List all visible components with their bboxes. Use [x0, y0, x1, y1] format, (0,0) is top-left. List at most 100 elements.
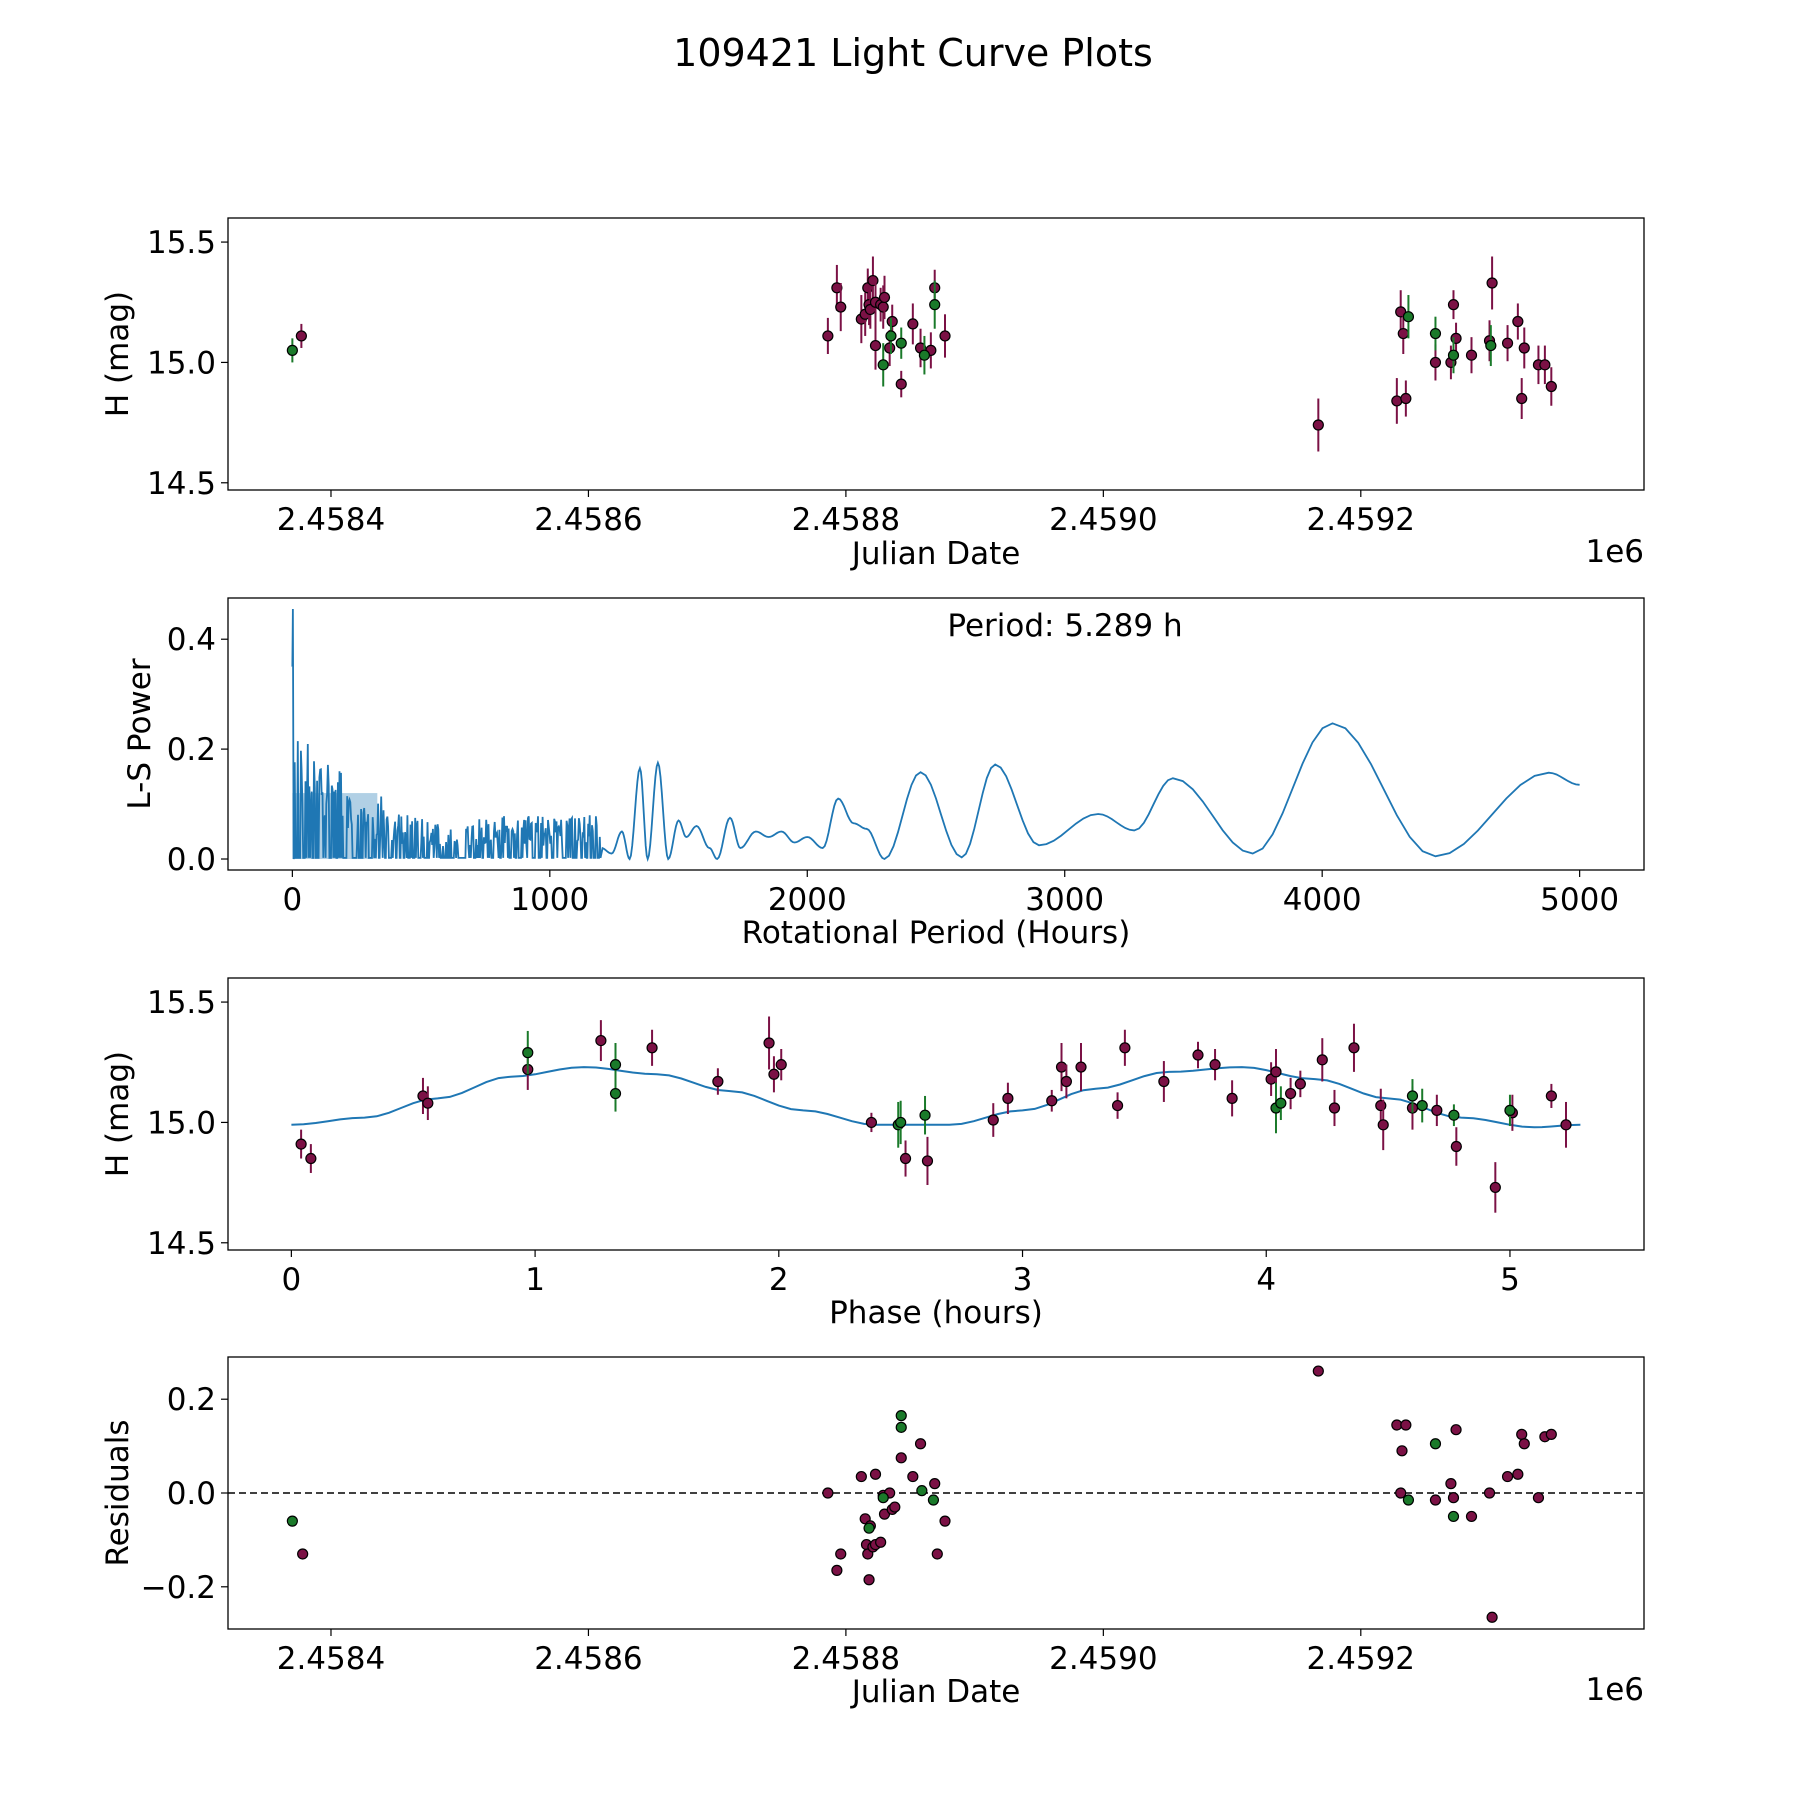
data-point-magenta [1348, 1042, 1360, 1054]
data-point-green [895, 1116, 907, 1129]
data-point-magenta [1516, 392, 1528, 405]
data-point-green [929, 299, 941, 311]
data-point-magenta [1391, 395, 1403, 407]
data-point-magenta [1209, 1059, 1221, 1071]
data-point-magenta [1518, 1438, 1530, 1450]
data-point-green [895, 1410, 907, 1422]
data-point-magenta [295, 1138, 307, 1150]
panel-residuals-xtick-label: 2.4584 [277, 1641, 385, 1677]
data-point-magenta [939, 330, 951, 342]
data-point-magenta [877, 301, 889, 313]
data-point-magenta [1397, 327, 1409, 340]
data-point-green [1504, 1104, 1516, 1116]
data-point-magenta [1560, 1119, 1572, 1131]
data-point-magenta [295, 330, 307, 342]
data-point-magenta [1450, 1424, 1462, 1436]
panel-periodogram-ytick-label: 0.2 [167, 732, 216, 768]
panel-light-curve-ytick-label: 15.0 [147, 345, 216, 381]
data-point-magenta [1501, 1470, 1514, 1483]
data-point-magenta [1429, 1494, 1442, 1506]
data-point-magenta [869, 1468, 882, 1480]
data-point-magenta [1400, 1419, 1412, 1431]
data-point-magenta [1158, 1075, 1170, 1088]
data-point-magenta [1445, 1478, 1457, 1490]
data-point-magenta [987, 1114, 999, 1126]
panel-periodogram-ytick-label: 0.4 [167, 622, 216, 658]
data-point-magenta [1501, 337, 1514, 349]
data-point-magenta [835, 1548, 847, 1560]
data-point-magenta [1377, 1119, 1389, 1131]
data-point-magenta [1429, 356, 1442, 369]
panel-periodogram-marks [291, 608, 1580, 863]
panel-residuals-ytick-label: −0.2 [141, 1570, 216, 1606]
data-point-green [895, 337, 907, 349]
data-point-magenta [822, 330, 834, 342]
data-point-magenta [878, 291, 891, 304]
data-point-magenta [1512, 315, 1524, 328]
model-fit-curve [291, 1066, 1581, 1129]
data-point-green [877, 1492, 889, 1504]
data-point-green [286, 344, 298, 356]
panel-phase-folded-ytick-label: 14.5 [147, 1226, 216, 1262]
data-point-magenta [1512, 1468, 1524, 1480]
data-point-green [1429, 1438, 1442, 1450]
panel-light-curve-marks [286, 256, 1557, 452]
data-point-magenta [1465, 349, 1478, 361]
panel-phase-folded-frame [227, 977, 1645, 1251]
data-point-magenta [1450, 1140, 1462, 1153]
data-point-magenta [1312, 419, 1324, 431]
panel-phase-folded-xtick-label: 1 [525, 1262, 545, 1298]
panel-phase-folded: 0 1 2 3 4 5 14.5 15.0 15.5 Phase (hours) H (mag) [100, 977, 1645, 1331]
data-point-magenta [1375, 1099, 1387, 1112]
data-point-green [885, 330, 897, 342]
data-point-magenta [1055, 1061, 1068, 1073]
panel-light-curve: 2.4584 2.4586 2.4588 2.4590 2.4592 14.5 15.0 15… [100, 217, 1645, 572]
panel-periodogram-xlabel: Rotational Period (Hours) [742, 915, 1131, 951]
data-point-magenta [929, 1478, 941, 1490]
data-point-green [609, 1087, 622, 1100]
panel-phase-folded-ytick-label: 15.5 [147, 985, 216, 1021]
data-point-magenta [855, 1470, 867, 1483]
data-point-magenta [1545, 1428, 1557, 1440]
data-point-magenta [1431, 1104, 1443, 1116]
panel-residuals-xlabel: Julian Date [850, 1674, 1021, 1710]
data-point-magenta [1532, 1492, 1545, 1504]
data-point-magenta [889, 1501, 901, 1513]
data-point-magenta [939, 1515, 951, 1527]
panel-residuals-ylabel: Residuals [100, 1419, 136, 1566]
data-point-green [1447, 1510, 1460, 1523]
data-point-magenta [305, 1152, 317, 1165]
data-point-green [1448, 1109, 1460, 1121]
panel-phase-folded-xtick-label: 0 [281, 1262, 301, 1298]
panel-light-curve-ytick-label: 15.5 [147, 225, 216, 261]
periodogram-line [291, 608, 1580, 863]
data-point-magenta [1328, 1102, 1341, 1114]
data-point-magenta [831, 282, 843, 294]
data-point-magenta [1119, 1042, 1131, 1054]
panel-residuals-xtick-label: 2.4592 [1307, 1641, 1415, 1677]
panel-residuals-xtick-label: 2.4588 [792, 1641, 900, 1677]
data-point-magenta [1111, 1099, 1124, 1112]
data-point-green [1416, 1099, 1428, 1112]
data-point-magenta [1046, 1095, 1058, 1107]
data-point-magenta [1294, 1078, 1306, 1090]
data-point-magenta [899, 1152, 912, 1165]
data-point-magenta [775, 1059, 787, 1071]
data-point-magenta [1483, 1487, 1496, 1499]
data-point-magenta [297, 1548, 309, 1560]
data-point-magenta [1545, 380, 1557, 393]
panel-light-curve-xtick-label: 2.4584 [277, 502, 385, 538]
data-point-green [877, 359, 889, 371]
panel-periodogram-ticks: 0 1000 2000 3000 4000 5000 0.0 0.2 0.4 [167, 622, 1619, 918]
data-point-magenta [914, 1438, 927, 1450]
panel-light-curve-xtick-label: 2.4586 [534, 502, 642, 538]
panel-phase-folded-marks [291, 1016, 1581, 1213]
panel-residuals-ytick-label: 0.0 [167, 1476, 216, 1512]
data-point-green [1402, 311, 1415, 323]
data-point-magenta [1396, 1445, 1408, 1457]
data-point-magenta [1312, 1365, 1324, 1377]
panel-light-curve-frame [227, 217, 1645, 491]
data-point-magenta [1518, 342, 1530, 354]
data-point-magenta [1486, 277, 1498, 289]
